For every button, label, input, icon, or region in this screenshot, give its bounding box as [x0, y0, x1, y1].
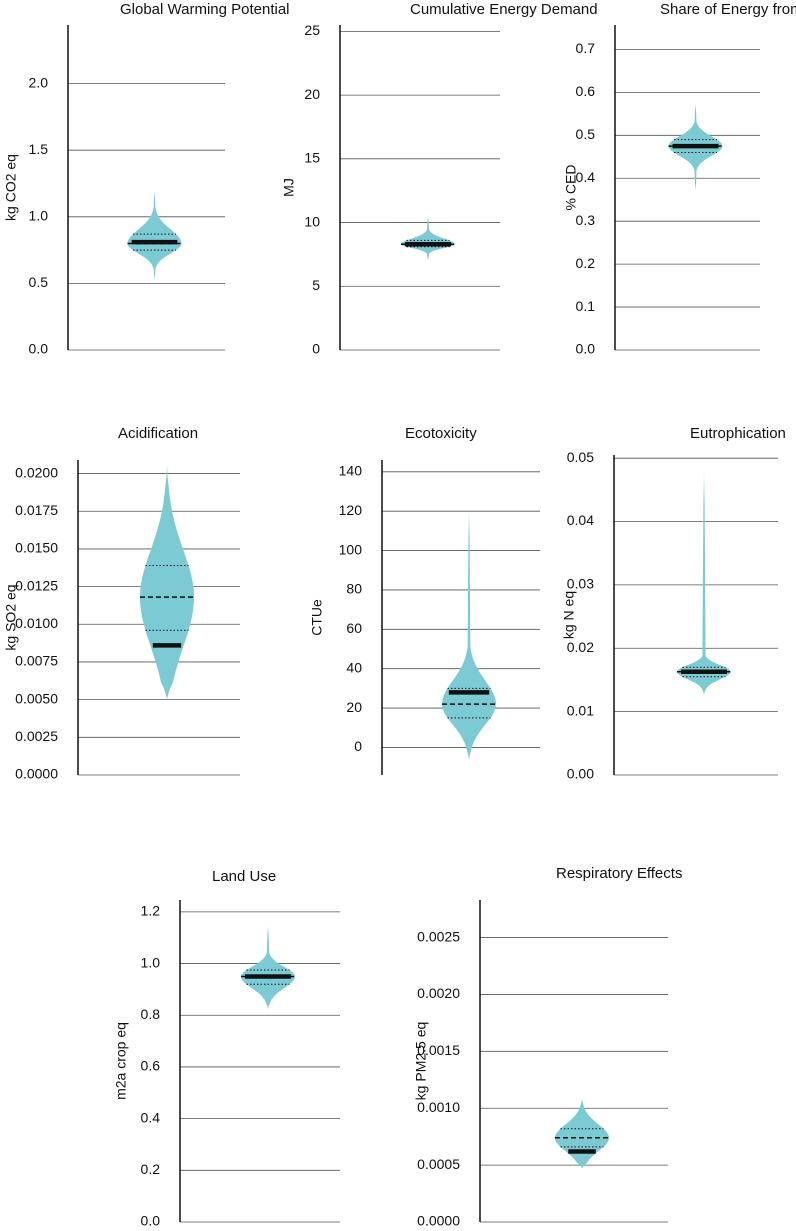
y-tick-label: 20: [304, 86, 320, 102]
y-tick-label: 5: [312, 277, 320, 293]
y-tick-label: 0.6: [576, 83, 596, 99]
y-tick-label: 1.5: [29, 141, 49, 157]
chart-title: Respiratory Effects: [556, 865, 682, 882]
y-tick-label: 1.0: [29, 208, 49, 224]
y-tick-label: 10: [304, 213, 320, 229]
y-tick-label: 0.0200: [15, 464, 58, 480]
y-tick-label: 0.4: [141, 1109, 161, 1125]
chart: Cumulative Energy Demand 0 5 10 15 20 25 MJ: [281, 1, 598, 357]
chart: Ecotoxicity 0 20 40 60 80 100 120 140 CTUe: [309, 425, 540, 775]
chart: Acidification 0.0000 0.0025 0.0050 0.0075 0.0…: [3, 425, 240, 782]
y-axis-label: % CED: [563, 165, 579, 211]
y-tick-label: 0.0025: [417, 928, 460, 944]
violin-body: [140, 463, 194, 700]
y-tick-label: 0.05: [567, 449, 594, 465]
y-tick-label: 1.0: [141, 954, 161, 970]
y-tick-label: 2.0: [29, 74, 49, 90]
y-tick-label: 0.04: [567, 512, 594, 528]
y-tick-label: 0.0010: [417, 1099, 460, 1115]
y-axis-label: CTUe: [309, 599, 325, 636]
y-tick-label: 0.0075: [15, 653, 58, 669]
y-tick-label: 0.0005: [417, 1156, 460, 1172]
y-tick-label: 0.0: [141, 1213, 161, 1229]
violin-body: [127, 190, 182, 281]
y-tick-label: 0.02: [567, 639, 594, 655]
chart-title: Land Use: [212, 868, 276, 885]
y-tick-label: 0.0125: [15, 577, 58, 593]
chart-title: Global Warming Potential: [120, 1, 290, 18]
y-tick-label: 0.0: [29, 341, 49, 357]
violin-body: [555, 1096, 609, 1169]
chart-title: Share of Energy from Coal: [660, 1, 796, 18]
y-tick-label: 25: [304, 22, 320, 38]
y-tick-label: 0.2: [141, 1161, 161, 1177]
violin-body: [677, 467, 731, 696]
y-tick-label: 100: [339, 541, 363, 557]
y-tick-label: 0.7: [576, 40, 596, 56]
y-tick-label: 0.0020: [417, 985, 460, 1001]
y-tick-label: 0.00: [567, 766, 594, 782]
y-tick-label: 0.1: [576, 298, 596, 314]
y-axis-label: MJ: [281, 178, 297, 197]
y-axis-label: kg N eq: [561, 591, 577, 639]
y-tick-label: 0: [354, 738, 362, 754]
y-tick-label: 0.0150: [15, 540, 58, 556]
y-tick-label: 0.5: [29, 274, 49, 290]
chart: Share of Energy from Coal 0.0 0.1 0.2 0.3 0.4…: [563, 1, 796, 357]
y-tick-label: 0.8: [141, 1006, 161, 1022]
y-tick-label: 140: [339, 463, 363, 479]
y-tick-label: 0.0100: [15, 615, 58, 631]
y-tick-label: 40: [346, 659, 362, 675]
y-tick-label: 0.4: [576, 169, 596, 185]
y-tick-label: 0.2: [576, 255, 596, 271]
y-tick-label: 120: [339, 502, 363, 518]
y-tick-label: 0.0000: [417, 1213, 460, 1229]
y-tick-label: 0.0000: [15, 766, 58, 782]
y-tick-label: 0.0050: [15, 690, 58, 706]
y-tick-label: 0.03: [567, 576, 594, 592]
y-tick-label: 0.0175: [15, 502, 58, 518]
y-tick-label: 80: [346, 581, 362, 597]
y-tick-label: 15: [304, 150, 320, 166]
chart-title: Ecotoxicity: [405, 425, 477, 442]
y-tick-label: 0.3: [576, 212, 596, 228]
y-tick-label: 0.0015: [417, 1042, 460, 1058]
y-axis-label: kg PM2.5 eq: [413, 1022, 429, 1101]
chart: Land Use 0.0 0.2 0.4 0.6 0.8 1.0 1.2 m2a crop eq: [113, 868, 340, 1229]
y-tick-label: 60: [346, 620, 362, 636]
y-tick-label: 0.0: [576, 341, 596, 357]
y-tick-label: 0.01: [567, 702, 594, 718]
y-axis-label: kg SO2 eq: [3, 584, 19, 650]
chart-title: Acidification: [118, 425, 198, 442]
y-tick-label: 1.2: [141, 903, 161, 919]
y-tick-label: 0: [312, 341, 320, 357]
chart: Eutrophication 0.00 0.01 0.02 0.03 0.04 0.05 kg…: [561, 425, 786, 782]
violin-body: [401, 216, 455, 261]
y-tick-label: 0.5: [576, 126, 596, 142]
violin-body: [241, 924, 295, 1011]
y-axis-label: m2a crop eq: [113, 1022, 129, 1100]
y-axis-label: kg CO2 eq: [3, 154, 19, 221]
violin-body: [442, 503, 496, 762]
chart: Respiratory Effects 0.0000 0.0005 0.0010 0.0…: [413, 865, 683, 1229]
chart-title: Cumulative Energy Demand: [410, 1, 598, 18]
chart-title: Eutrophication: [690, 425, 786, 442]
chart: Global Warming Potential 0.0 0.5 1.0 1.5 2.0 k…: [3, 1, 290, 357]
y-tick-label: 20: [346, 699, 362, 715]
y-tick-label: 0.6: [141, 1058, 161, 1074]
y-tick-label: 0.0025: [15, 728, 58, 744]
